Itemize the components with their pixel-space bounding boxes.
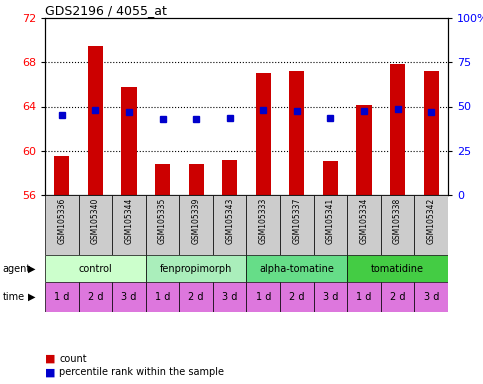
Bar: [381, 195, 414, 255]
Bar: [424, 71, 439, 195]
Text: GSM105341: GSM105341: [326, 198, 335, 244]
Bar: [112, 282, 146, 312]
Bar: [121, 86, 137, 195]
Bar: [246, 282, 280, 312]
Bar: [347, 195, 381, 255]
Text: count: count: [59, 354, 87, 364]
Text: GSM105335: GSM105335: [158, 198, 167, 244]
Bar: [146, 195, 179, 255]
Bar: [381, 282, 414, 312]
Text: GSM105342: GSM105342: [426, 198, 436, 244]
Bar: [213, 195, 246, 255]
Text: GSM105337: GSM105337: [292, 198, 301, 244]
Bar: [179, 195, 213, 255]
Text: ▶: ▶: [28, 263, 36, 273]
Bar: [347, 282, 381, 312]
Text: agent: agent: [2, 263, 30, 273]
Text: 1 d: 1 d: [155, 292, 170, 302]
Bar: [155, 164, 170, 195]
Text: GDS2196 / 4055_at: GDS2196 / 4055_at: [45, 4, 167, 17]
Text: 1 d: 1 d: [256, 292, 271, 302]
Bar: [188, 164, 204, 195]
Text: GSM105343: GSM105343: [225, 198, 234, 244]
Text: GSM105334: GSM105334: [359, 198, 369, 244]
Text: GSM105340: GSM105340: [91, 198, 100, 244]
Bar: [280, 195, 313, 255]
Bar: [146, 255, 246, 282]
Text: tomatidine: tomatidine: [371, 263, 424, 273]
Bar: [213, 282, 246, 312]
Text: 3 d: 3 d: [121, 292, 137, 302]
Bar: [88, 46, 103, 195]
Text: control: control: [79, 263, 112, 273]
Text: 2 d: 2 d: [289, 292, 305, 302]
Text: GSM105338: GSM105338: [393, 198, 402, 244]
Text: time: time: [2, 292, 25, 302]
Text: GSM105336: GSM105336: [57, 198, 66, 244]
Text: 2 d: 2 d: [390, 292, 405, 302]
Text: 1 d: 1 d: [54, 292, 70, 302]
Text: GSM105333: GSM105333: [259, 198, 268, 244]
Bar: [356, 105, 371, 195]
Bar: [246, 195, 280, 255]
Bar: [414, 195, 448, 255]
Bar: [256, 73, 271, 195]
Bar: [54, 156, 70, 195]
Text: fenpropimorph: fenpropimorph: [160, 263, 232, 273]
Bar: [79, 195, 112, 255]
Text: GSM105344: GSM105344: [125, 198, 133, 244]
Bar: [313, 282, 347, 312]
Text: ■: ■: [45, 354, 56, 364]
Bar: [45, 282, 79, 312]
Text: 3 d: 3 d: [424, 292, 439, 302]
Bar: [323, 161, 338, 195]
Text: 3 d: 3 d: [323, 292, 338, 302]
Text: 3 d: 3 d: [222, 292, 238, 302]
Bar: [112, 195, 146, 255]
Bar: [289, 71, 304, 195]
Bar: [222, 160, 237, 195]
Bar: [146, 282, 179, 312]
Bar: [280, 282, 313, 312]
Bar: [347, 255, 448, 282]
Text: 2 d: 2 d: [87, 292, 103, 302]
Text: alpha-tomatine: alpha-tomatine: [259, 263, 334, 273]
Text: 2 d: 2 d: [188, 292, 204, 302]
Text: ■: ■: [45, 367, 56, 377]
Text: GSM105339: GSM105339: [192, 198, 200, 244]
Bar: [45, 255, 146, 282]
Text: 1 d: 1 d: [356, 292, 372, 302]
Bar: [313, 195, 347, 255]
Bar: [390, 65, 405, 195]
Bar: [246, 255, 347, 282]
Bar: [414, 282, 448, 312]
Bar: [79, 282, 112, 312]
Text: ▶: ▶: [28, 292, 36, 302]
Text: percentile rank within the sample: percentile rank within the sample: [59, 367, 225, 377]
Bar: [179, 282, 213, 312]
Bar: [45, 195, 79, 255]
